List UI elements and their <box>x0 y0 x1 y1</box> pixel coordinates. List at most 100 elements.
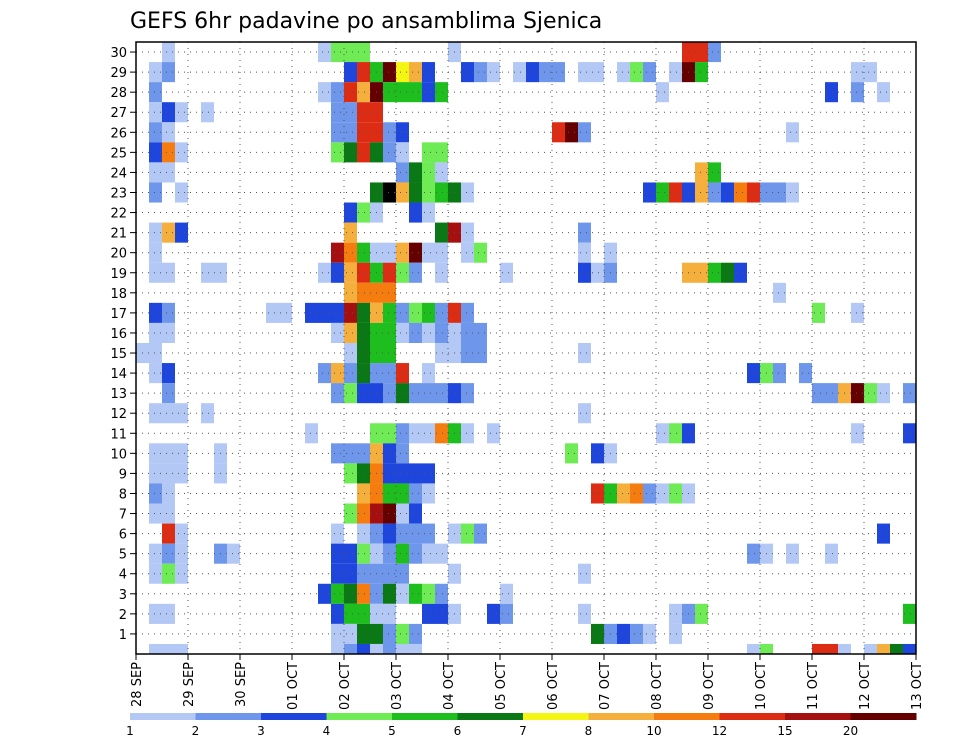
heatmap-cell <box>409 643 422 654</box>
colorbar-swatch <box>850 713 917 720</box>
heatmap-cell <box>409 483 422 504</box>
heatmap-cell <box>617 62 630 83</box>
x-tick-label: 02 OCT <box>338 662 353 710</box>
heatmap-cell <box>500 262 513 283</box>
heatmap-cell <box>175 443 188 464</box>
heatmap-cell <box>409 262 422 283</box>
heatmap-cell <box>396 543 409 564</box>
heatmap-cell <box>383 363 396 384</box>
heatmap-cell <box>578 122 591 143</box>
heatmap-cell <box>773 363 786 384</box>
heatmap-cell <box>786 543 799 564</box>
heatmap-cell <box>344 342 357 364</box>
heatmap-cell <box>162 443 175 464</box>
heatmap-cell <box>357 603 370 624</box>
heatmap-cell <box>305 423 318 444</box>
heatmap-cell <box>422 142 435 163</box>
heatmap-cell <box>318 363 331 384</box>
heatmap-cell <box>435 383 448 404</box>
heatmap-cell <box>162 463 175 484</box>
heatmap-cell <box>149 222 162 243</box>
heatmap-cell <box>435 302 448 323</box>
heatmap-cell <box>383 423 396 444</box>
heatmap-cell <box>461 302 474 323</box>
heatmap-cell <box>331 302 344 323</box>
heatmap-cell <box>175 463 188 484</box>
heatmap-cell <box>734 182 747 203</box>
x-tick-label: 12 OCT <box>858 662 873 710</box>
heatmap-cell <box>422 322 435 343</box>
colorbar-swatch <box>785 713 851 720</box>
heatmap-cell <box>422 162 435 183</box>
heatmap-cell <box>357 262 370 283</box>
heatmap-cell <box>162 563 175 584</box>
heatmap-cell <box>487 62 500 83</box>
heatmap-cell <box>383 563 396 584</box>
heatmap-cell <box>331 583 344 604</box>
heatmap-cell <box>864 643 877 654</box>
heatmap-cell <box>669 62 682 83</box>
heatmap-cell <box>669 603 682 624</box>
heatmap-cell <box>591 483 604 504</box>
heatmap-cell <box>435 222 448 243</box>
colorbar-swatch <box>261 713 327 720</box>
heatmap-cell <box>357 583 370 604</box>
heatmap-cell <box>162 603 175 624</box>
heatmap-cell <box>331 523 344 544</box>
heatmap-cell <box>331 102 344 123</box>
heatmap-cell <box>461 383 474 404</box>
heatmap-cell <box>162 483 175 504</box>
heatmap-cell <box>162 62 175 83</box>
heatmap-cell <box>383 242 396 263</box>
heatmap-cell <box>396 523 409 544</box>
x-axis-ticks: 28 SEP 29 SEP 30 SEP 01 OCT 02 OCT 03 OCT 04 O… <box>130 654 925 710</box>
colorbar-label: 5 <box>388 724 396 738</box>
heatmap-cell <box>383 142 396 163</box>
heatmap-cell <box>344 122 357 143</box>
heatmap-cell <box>396 363 409 384</box>
heatmap-cell <box>409 423 422 444</box>
heatmap-cell <box>383 383 396 404</box>
heatmap-cell <box>474 242 487 263</box>
heatmap-cell <box>578 262 591 283</box>
heatmap-cell <box>149 302 162 323</box>
heatmap-cell <box>357 523 370 544</box>
heatmap-cell <box>396 322 409 343</box>
heatmap-cell <box>149 242 162 263</box>
heatmap-cell <box>773 282 786 303</box>
heatmap-cell <box>565 122 578 143</box>
heatmap-cell <box>149 363 162 384</box>
heatmap-cell <box>786 122 799 143</box>
heatmap-cell <box>383 623 396 644</box>
heatmap-cell <box>409 242 422 263</box>
heatmap-cell <box>396 643 409 654</box>
heatmap-cell <box>435 162 448 183</box>
heatmap-cell <box>383 182 396 203</box>
y-tick-label: 6 <box>119 528 127 543</box>
heatmap-cell <box>825 383 838 404</box>
heatmap-cell <box>461 62 474 83</box>
heatmap-cell <box>344 322 357 343</box>
heatmap-cell <box>903 423 916 444</box>
heatmap-cell <box>149 122 162 143</box>
heatmap-cell <box>461 242 474 263</box>
heatmap-cell <box>162 142 175 163</box>
heatmap-cell <box>383 603 396 624</box>
heatmap-cell <box>643 182 656 203</box>
heatmap-cell <box>175 403 188 424</box>
heatmap-cell <box>357 483 370 504</box>
x-tick-label: 06 OCT <box>546 662 561 710</box>
heatmap-cell <box>162 643 175 654</box>
y-tick-label: 22 <box>110 207 127 222</box>
heatmap-cell <box>383 643 396 654</box>
heatmap-cell <box>344 363 357 384</box>
heatmap-cell <box>877 643 890 654</box>
heatmap-cell <box>331 363 344 384</box>
y-tick-label: 11 <box>110 427 127 442</box>
heatmap-cell <box>357 463 370 484</box>
heatmap-cell <box>396 182 409 203</box>
colorbar-swatch <box>195 713 262 720</box>
y-tick-label: 29 <box>110 66 127 81</box>
heatmap-cell <box>903 643 916 654</box>
y-tick-label: 21 <box>110 227 127 242</box>
